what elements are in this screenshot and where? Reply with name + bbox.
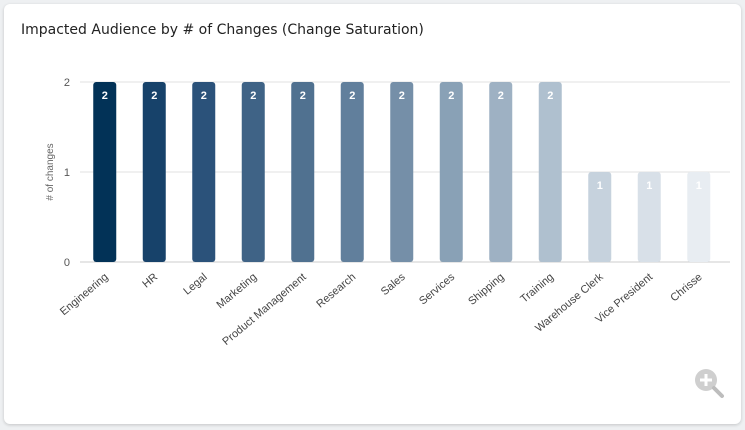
data-labels: 2 2 2 2 2 2 2 2 2 2 1 1 1 xyxy=(102,90,702,192)
bar[interactable] xyxy=(291,82,315,262)
x-tick-label: Services xyxy=(417,271,457,308)
data-label: 2 xyxy=(151,90,157,102)
y-tick-label: 2 xyxy=(64,77,70,89)
y-axis-ticks: 0 1 2 xyxy=(64,77,70,269)
bar[interactable] xyxy=(489,82,513,262)
chart-title: Impacted Audience by # of Changes (Chang… xyxy=(21,22,424,38)
data-label: 2 xyxy=(300,90,306,102)
x-tick-label: Marketing xyxy=(214,271,259,311)
bar[interactable] xyxy=(340,82,364,262)
data-label: 1 xyxy=(696,180,702,192)
bar[interactable] xyxy=(637,172,661,262)
bar[interactable] xyxy=(390,82,414,262)
y-tick-label: 0 xyxy=(64,257,70,269)
bar[interactable] xyxy=(241,82,265,262)
x-tick-label: Sales xyxy=(379,271,408,298)
data-label: 2 xyxy=(547,90,553,102)
data-label: 2 xyxy=(250,90,256,102)
data-label: 1 xyxy=(597,180,603,192)
bar[interactable] xyxy=(142,82,166,262)
x-tick-label: Legal xyxy=(181,271,209,297)
x-tick-label: Product Management xyxy=(220,271,308,348)
data-label: 1 xyxy=(646,180,652,192)
x-tick-label: Engineering xyxy=(58,271,111,318)
x-tick-label: Chrisse xyxy=(668,271,704,304)
data-label: 2 xyxy=(448,90,454,102)
bar[interactable] xyxy=(538,82,562,262)
x-tick-label: Research xyxy=(314,271,358,310)
x-tick-label: Training xyxy=(518,271,556,305)
x-tick-label: Shipping xyxy=(466,271,507,308)
bar[interactable] xyxy=(439,82,463,262)
x-tick-label: HR xyxy=(140,271,160,290)
data-label: 2 xyxy=(399,90,405,102)
zoom-in-icon xyxy=(695,369,724,398)
y-axis-label: # of changes xyxy=(45,143,56,200)
zoom-button[interactable] xyxy=(692,366,726,400)
y-tick-label: 1 xyxy=(64,167,70,179)
bars xyxy=(93,82,711,262)
bar[interactable] xyxy=(588,172,612,262)
data-label: 2 xyxy=(349,90,355,102)
data-label: 2 xyxy=(498,90,504,102)
bar[interactable] xyxy=(192,82,216,262)
bar[interactable] xyxy=(687,172,711,262)
data-label: 2 xyxy=(102,90,108,102)
bar[interactable] xyxy=(93,82,117,262)
data-label: 2 xyxy=(201,90,207,102)
chart-card: Impacted Audience by # of Changes (Chang… xyxy=(4,4,741,424)
